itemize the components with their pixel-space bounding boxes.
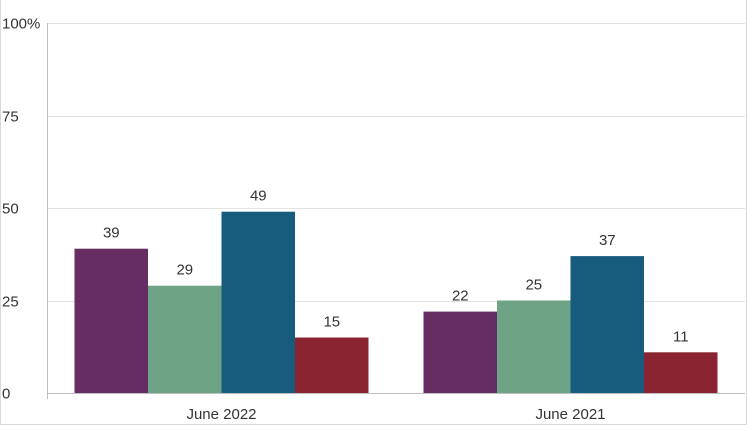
x-category-label: June 2021 (535, 406, 605, 423)
bar (221, 211, 295, 393)
data-label: 11 (673, 328, 689, 345)
bar (423, 311, 497, 393)
data-label: 39 (103, 225, 120, 242)
bar (570, 256, 644, 393)
x-category-label: June 2022 (186, 406, 256, 423)
y-tick-label: 100% (2, 16, 40, 33)
bar (644, 352, 718, 393)
bar (295, 337, 369, 393)
data-label: 15 (323, 314, 340, 331)
data-label: 25 (525, 277, 542, 294)
data-label: 37 (599, 232, 616, 249)
y-axis-ticks: 0 25 50 75 100% (2, 16, 40, 403)
y-tick-label: 25 (2, 294, 19, 311)
bar (148, 285, 222, 393)
bar (74, 248, 148, 393)
bars (74, 211, 718, 393)
data-label: 29 (176, 262, 193, 279)
y-tick-label: 50 (2, 201, 19, 218)
y-tick-label: 0 (2, 386, 10, 403)
data-labels: 39 29 49 15 22 25 37 11 (103, 188, 689, 346)
y-tick-label: 75 (2, 109, 19, 126)
data-label: 22 (452, 288, 469, 305)
x-axis-categories: June 2022 June 2021 (186, 406, 605, 423)
bar (497, 300, 571, 393)
data-label: 49 (250, 188, 267, 205)
